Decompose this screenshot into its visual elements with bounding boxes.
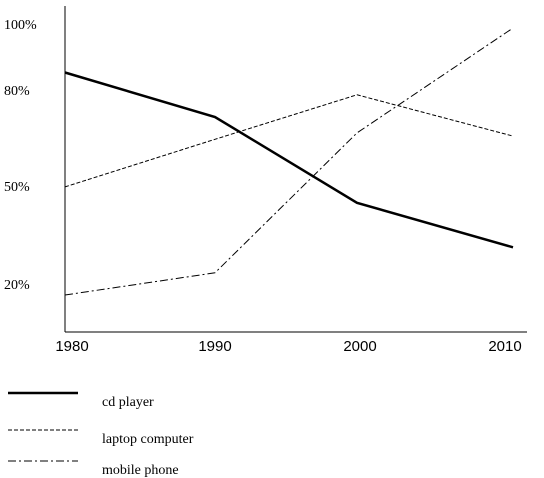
x-tick-label: 1980 bbox=[55, 338, 88, 355]
y-tick-label: 100% bbox=[4, 18, 37, 33]
x-tick-label: 2000 bbox=[343, 338, 376, 355]
y-tick-label: 50% bbox=[4, 180, 30, 195]
axes bbox=[64, 6, 527, 333]
y-tick-label: 20% bbox=[4, 278, 30, 293]
tick-labels: 100% 80% 50% 20% 1980 1990 2000 2010 bbox=[4, 18, 522, 355]
series-line-cd-player bbox=[64, 71, 514, 249]
legend-label: mobile phone bbox=[102, 463, 179, 478]
legend-label: cd player bbox=[102, 395, 154, 410]
legend: cd player laptop computer mobile phone bbox=[8, 391, 194, 478]
x-tick-label: 1990 bbox=[198, 338, 231, 355]
legend-label: laptop computer bbox=[102, 432, 194, 447]
series-line-laptop-computer bbox=[64, 94, 514, 188]
series-line-mobile-phone bbox=[64, 27, 514, 296]
y-tick-label: 80% bbox=[4, 84, 30, 99]
x-tick-label: 2010 bbox=[488, 338, 521, 355]
series-lines bbox=[64, 27, 514, 296]
